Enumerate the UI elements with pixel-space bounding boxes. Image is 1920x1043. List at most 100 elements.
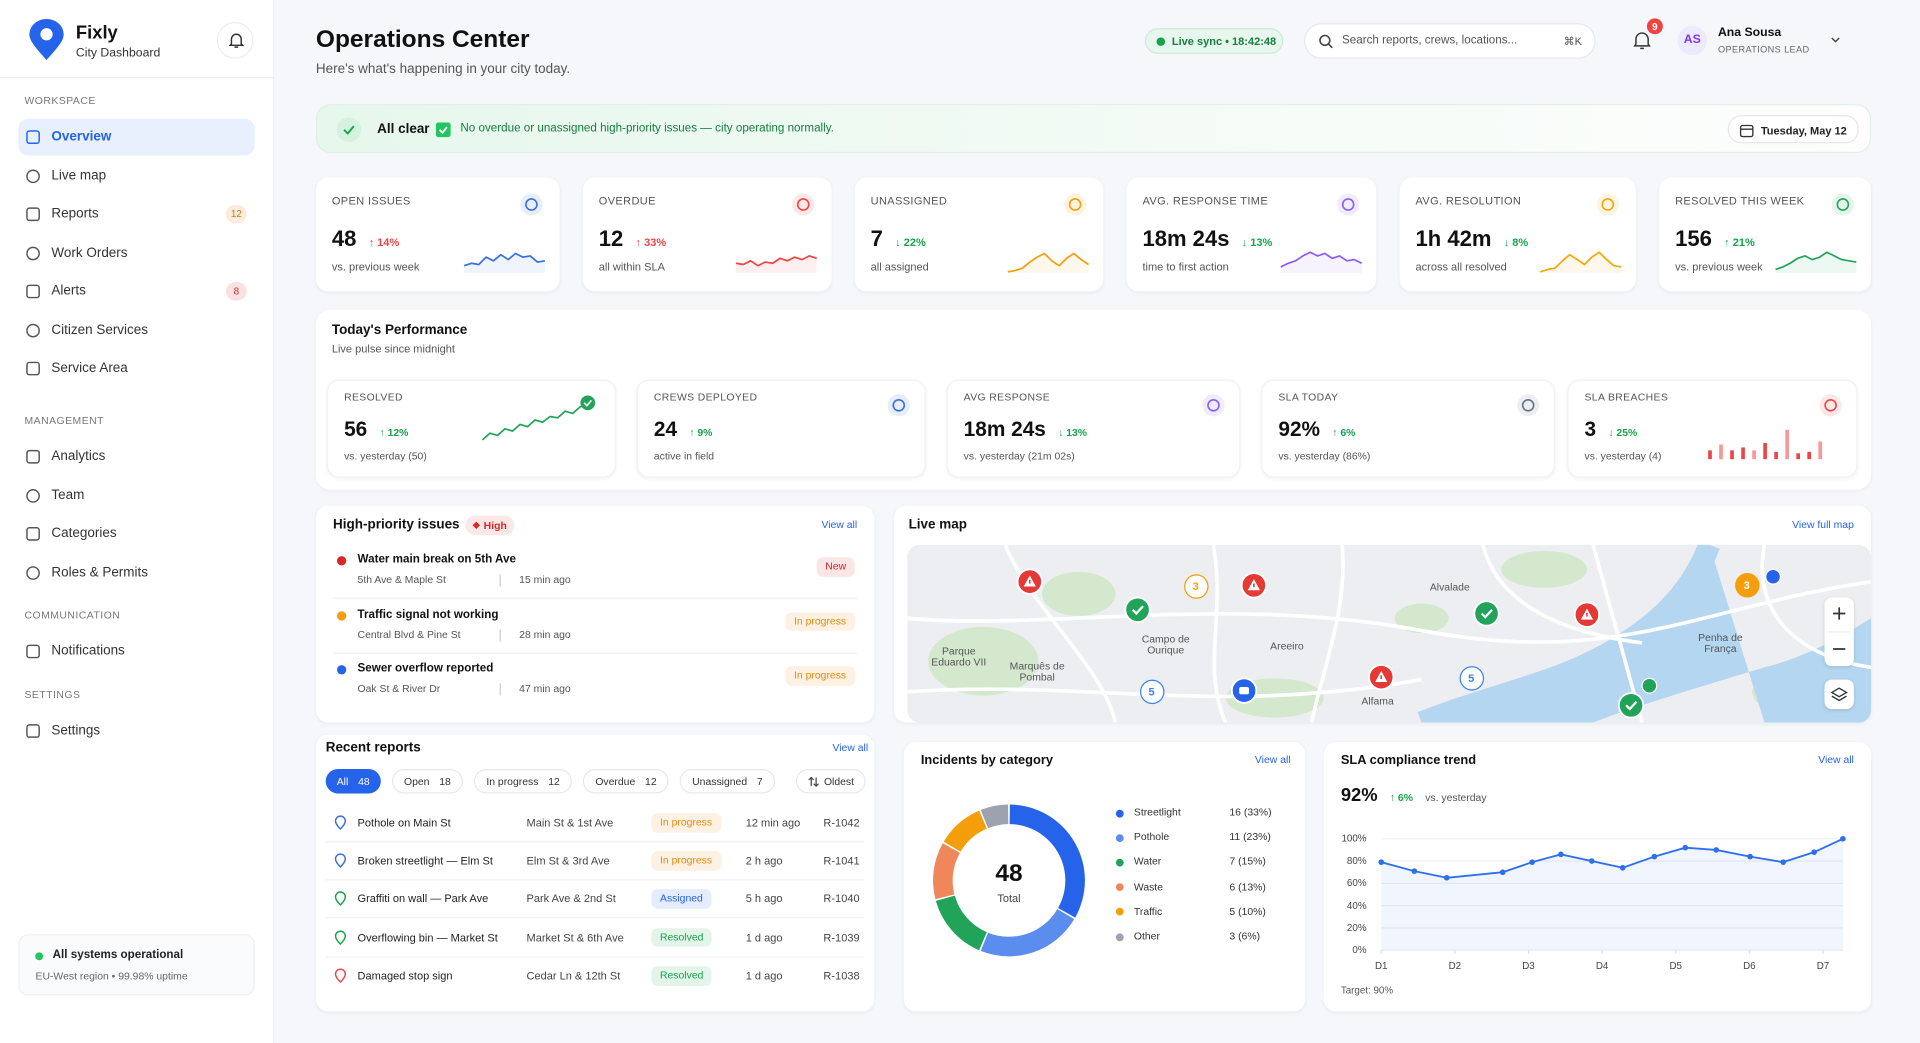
sparkline-area bbox=[1775, 252, 1857, 274]
river-channel bbox=[1417, 544, 1720, 723]
donut-segment bbox=[933, 843, 960, 900]
avatar[interactable]: AS bbox=[1677, 25, 1707, 56]
icon bbox=[26, 644, 40, 659]
filter-pill[interactable]: Overdue 12 bbox=[583, 768, 669, 794]
map-cluster[interactable]: 5 bbox=[1459, 666, 1485, 691]
kpi-card: RESOLVED THIS WEEK 156 ↑ 21% vs. previous w… bbox=[1659, 177, 1872, 292]
nav-item[interactable]: Roles & Permits bbox=[18, 554, 254, 591]
nav-item[interactable]: Settings bbox=[18, 713, 254, 750]
divider bbox=[325, 841, 865, 843]
map-cluster[interactable]: 3 bbox=[1735, 573, 1760, 598]
filter-count: 12 bbox=[548, 775, 560, 788]
nav-item[interactable]: Alerts 8 bbox=[18, 273, 254, 310]
logo bbox=[29, 18, 64, 61]
park bbox=[1042, 571, 1116, 616]
view-all-link[interactable]: View all bbox=[1818, 753, 1854, 766]
cluster-count: 5 bbox=[1148, 684, 1155, 698]
notification-button[interactable] bbox=[216, 22, 254, 59]
performance-note: vs. yesterday (86%) bbox=[1278, 449, 1371, 462]
report-id: R-1040 bbox=[823, 892, 860, 906]
nav-label: Citizen Services bbox=[51, 322, 148, 337]
map-cluster[interactable]: 3 bbox=[1184, 574, 1209, 599]
icon-shape bbox=[892, 399, 906, 412]
mini-bar bbox=[1708, 450, 1712, 460]
nav-item[interactable]: Analytics bbox=[18, 438, 254, 475]
zoom-control[interactable] bbox=[1824, 597, 1854, 667]
dot bbox=[1115, 833, 1124, 842]
map[interactable]: Parque Eduardo VII Marquês de Pombal Campo… bbox=[907, 544, 1872, 723]
view-all-link[interactable]: View all bbox=[832, 740, 869, 754]
performance-note: vs. yesterday (4) bbox=[1584, 449, 1662, 462]
nav-item[interactable]: Work Orders bbox=[18, 234, 254, 271]
point bbox=[1411, 868, 1418, 874]
kpi-change: ↑ 14% bbox=[368, 236, 400, 249]
nav-item[interactable]: Categories bbox=[18, 516, 254, 553]
view-all-link[interactable]: View all bbox=[821, 518, 858, 531]
logo-dot bbox=[40, 28, 53, 41]
nav-label: Service Area bbox=[51, 360, 128, 376]
icon-shape bbox=[26, 361, 40, 376]
kpi-change: ↓ 22% bbox=[895, 236, 926, 249]
road bbox=[1309, 544, 1345, 723]
nav-item[interactable]: Overview bbox=[18, 118, 255, 156]
legend-value: 7 (15%) bbox=[1229, 855, 1266, 868]
nav-item[interactable]: Citizen Services bbox=[18, 312, 254, 349]
report-title: Broken streetlight — Elm St bbox=[357, 854, 493, 867]
view-all-link[interactable]: View all bbox=[1254, 753, 1291, 766]
card-icon bbox=[520, 193, 543, 216]
nav-item[interactable]: Reports 12 bbox=[18, 196, 254, 233]
nav-label: Alerts bbox=[51, 283, 86, 299]
status-title: All systems operational bbox=[52, 948, 184, 962]
kpi-value: 48 bbox=[331, 226, 357, 252]
icon-bg bbox=[1202, 394, 1225, 417]
kpi-note: vs. previous week bbox=[331, 260, 420, 273]
sort-label: Oldest bbox=[823, 775, 855, 788]
sort-button[interactable]: Oldest bbox=[795, 768, 867, 794]
nav-item[interactable]: Team bbox=[18, 477, 254, 514]
performance-value: 56 bbox=[344, 417, 368, 441]
bell-icon bbox=[228, 33, 245, 48]
filter-count: 18 bbox=[439, 775, 451, 788]
issue-title: Sewer overflow reported bbox=[357, 661, 494, 676]
map-cluster[interactable]: 5 bbox=[1140, 679, 1165, 705]
dot bbox=[1115, 908, 1124, 916]
kpi-change: ↑ 21% bbox=[1724, 236, 1755, 249]
bar-sparkline bbox=[1708, 429, 1823, 460]
section-title: COMMUNICATION bbox=[24, 608, 121, 621]
point bbox=[1840, 835, 1846, 842]
recent-reports-panel: Recent reports View all All 48 Open 18 In prog… bbox=[315, 734, 875, 1012]
park bbox=[1501, 551, 1587, 588]
performance-label: CREWS DEPLOYED bbox=[653, 390, 758, 404]
report-location: Elm St & 3rd Ave bbox=[526, 854, 610, 867]
filter-pill[interactable]: In progress 12 bbox=[474, 768, 573, 794]
calendar-icon bbox=[1739, 124, 1754, 138]
nav-item[interactable]: Notifications bbox=[18, 633, 254, 670]
icon-bg bbox=[1819, 394, 1842, 417]
filter-pill[interactable]: Open 18 bbox=[391, 768, 464, 794]
search-box[interactable]: Search reports, crews, locations... ⌘K bbox=[1304, 23, 1596, 59]
card-icon bbox=[1517, 394, 1540, 417]
layers-button[interactable] bbox=[1824, 679, 1854, 709]
place-label: Marquês de Pombal bbox=[1009, 659, 1065, 684]
sparkline-area bbox=[735, 255, 817, 274]
nav-label: Roles & Permits bbox=[51, 564, 148, 580]
nav-item[interactable]: Live map bbox=[18, 157, 254, 194]
performance-change: ↑ 9% bbox=[689, 426, 713, 439]
divider bbox=[325, 917, 865, 919]
point bbox=[1619, 864, 1626, 871]
sparkline-line bbox=[463, 252, 546, 267]
kpi-card: UNASSIGNED 7 ↓ 22% all assigned bbox=[854, 177, 1104, 292]
kpi-row: 48 ↑ 14% bbox=[332, 227, 399, 253]
date-pill[interactable]: Tuesday, May 12 bbox=[1727, 115, 1859, 144]
legend-value: 6 (13%) bbox=[1229, 880, 1266, 893]
park bbox=[1394, 603, 1449, 634]
filter-pill[interactable]: All 48 bbox=[325, 768, 381, 794]
nav-item[interactable]: Service Area bbox=[18, 350, 254, 387]
sla-headline: 92% bbox=[1340, 784, 1378, 806]
view-map-link[interactable]: View full map bbox=[1792, 518, 1854, 531]
separator bbox=[499, 574, 501, 587]
filter-pill[interactable]: Unassigned 7 bbox=[679, 768, 775, 794]
performance-row: 18m 24s ↓ 13% bbox=[964, 418, 1087, 442]
sparkline bbox=[1540, 251, 1622, 274]
map-marker bbox=[1641, 677, 1658, 694]
